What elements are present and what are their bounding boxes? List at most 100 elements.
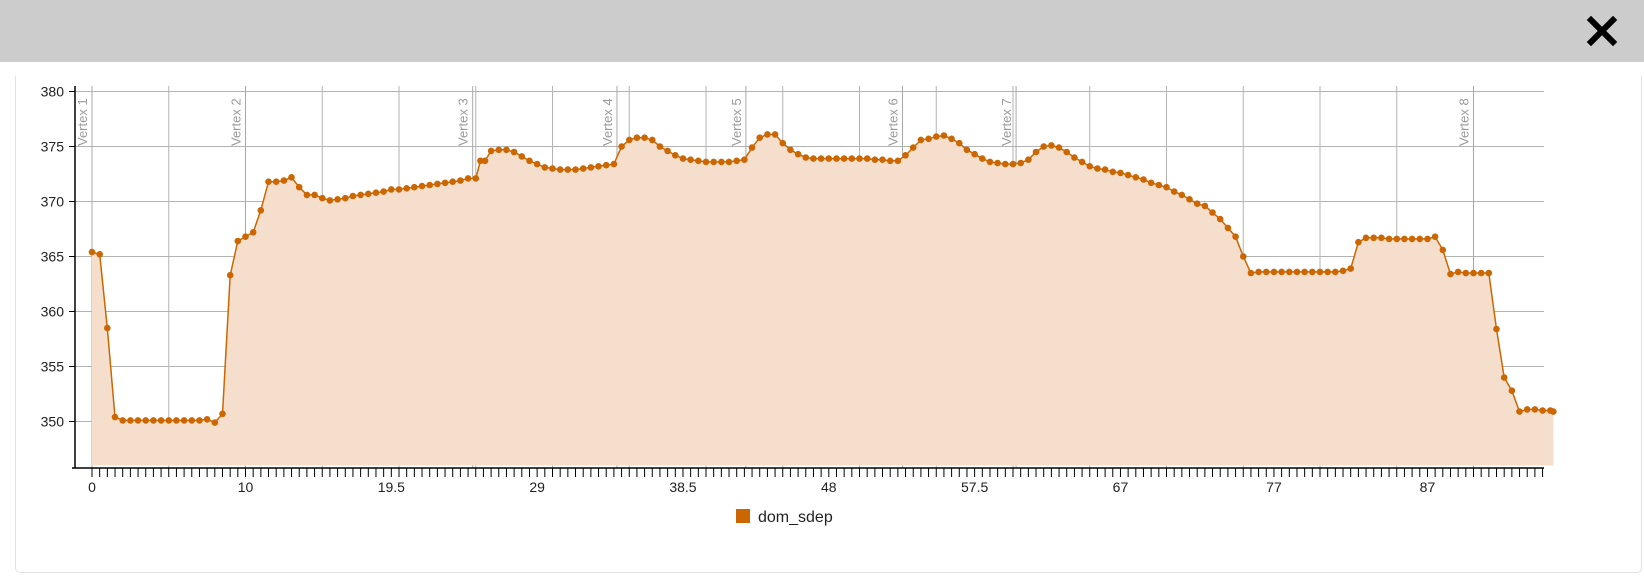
y-tick-label: 370 xyxy=(41,194,65,210)
data-point xyxy=(948,135,955,143)
vertex-label: Vertex 7 xyxy=(999,98,1014,146)
x-tick-label: 0 xyxy=(88,479,96,495)
data-point xyxy=(1424,235,1431,243)
data-point xyxy=(219,410,226,418)
data-point xyxy=(1516,408,1523,415)
data-point xyxy=(649,136,656,144)
data-point xyxy=(1140,176,1147,183)
data-point xyxy=(1232,233,1239,240)
data-point xyxy=(725,158,733,166)
data-point xyxy=(656,143,664,150)
data-point xyxy=(1002,160,1009,168)
chart-panel: Vertex 1 Vertex 2 Vertex 3 Vertex 4 Vertex 5… xyxy=(15,76,1642,573)
data-point xyxy=(549,165,556,172)
data-point xyxy=(1362,234,1370,242)
data-point xyxy=(1078,158,1086,166)
data-point xyxy=(871,156,879,163)
data-point xyxy=(211,419,219,426)
data-point xyxy=(365,190,372,198)
data-point xyxy=(242,233,249,240)
data-point xyxy=(342,194,349,202)
data-point xyxy=(403,185,411,192)
data-point xyxy=(933,133,940,140)
data-point xyxy=(188,417,196,424)
data-point xyxy=(1178,191,1186,199)
data-point xyxy=(564,166,572,173)
data-point xyxy=(481,157,489,165)
data-point xyxy=(618,143,625,150)
data-point xyxy=(1500,374,1508,381)
data-point xyxy=(472,175,480,182)
data-point xyxy=(88,248,96,256)
x-tick-label: 57.5 xyxy=(961,479,988,495)
data-point xyxy=(288,174,295,181)
data-point xyxy=(280,177,288,184)
data-point xyxy=(1332,268,1339,276)
data-point xyxy=(863,155,871,162)
data-point xyxy=(1086,163,1094,170)
data-point xyxy=(994,159,1001,167)
y-tick-label: 360 xyxy=(41,304,65,320)
data-point xyxy=(825,155,833,162)
data-point xyxy=(334,196,341,203)
data-point xyxy=(1017,159,1024,167)
data-point xyxy=(449,178,457,185)
x-tick-label: 87 xyxy=(1420,479,1436,495)
data-point xyxy=(464,175,472,182)
data-point xyxy=(1124,171,1132,179)
data-point xyxy=(173,417,180,424)
y-tick-label: 375 xyxy=(41,139,65,155)
close-icon[interactable] xyxy=(1584,13,1620,49)
y-tick-label: 355 xyxy=(41,359,65,375)
data-point xyxy=(1370,234,1377,242)
data-point xyxy=(1193,200,1201,207)
data-point xyxy=(587,164,595,171)
data-point xyxy=(157,417,165,424)
data-point xyxy=(1462,269,1470,277)
data-point xyxy=(1048,142,1055,149)
data-point xyxy=(180,417,188,424)
data-point xyxy=(1170,188,1178,195)
data-point xyxy=(1186,196,1193,203)
data-point xyxy=(1201,202,1209,210)
data-point xyxy=(265,178,272,185)
data-point xyxy=(956,139,963,147)
data-point xyxy=(909,144,917,151)
vertex-label: Vertex 5 xyxy=(729,98,744,146)
data-point xyxy=(1309,268,1316,276)
data-point xyxy=(526,157,533,165)
data-point xyxy=(295,183,303,191)
data-point xyxy=(856,155,863,162)
x-tick-label: 38.5 xyxy=(669,479,696,495)
data-point xyxy=(541,164,549,171)
data-point xyxy=(1209,209,1216,216)
data-point xyxy=(1531,406,1539,413)
legend-swatch xyxy=(736,509,750,523)
data-point xyxy=(664,147,671,155)
data-point xyxy=(111,413,119,421)
data-point xyxy=(840,155,848,162)
data-point xyxy=(710,158,717,166)
data-point xyxy=(1009,160,1017,168)
x-tick-label: 19.5 xyxy=(378,479,405,495)
data-point xyxy=(633,134,641,141)
data-point xyxy=(672,152,679,159)
data-point xyxy=(165,417,173,424)
data-point xyxy=(1155,181,1163,189)
data-point xyxy=(1278,268,1285,276)
data-point xyxy=(1439,246,1447,254)
data-point xyxy=(1431,233,1439,240)
data-point xyxy=(556,166,564,173)
vertex-label: Vertex 2 xyxy=(229,98,244,146)
data-point xyxy=(503,146,510,154)
data-point xyxy=(771,131,779,138)
data-point xyxy=(510,148,518,156)
data-point xyxy=(940,132,948,139)
data-point xyxy=(1293,268,1301,276)
data-point xyxy=(1109,168,1117,176)
data-point xyxy=(1240,253,1247,260)
data-point xyxy=(434,180,441,188)
data-point xyxy=(1477,269,1485,277)
data-point xyxy=(1385,235,1393,243)
data-point xyxy=(357,191,364,199)
